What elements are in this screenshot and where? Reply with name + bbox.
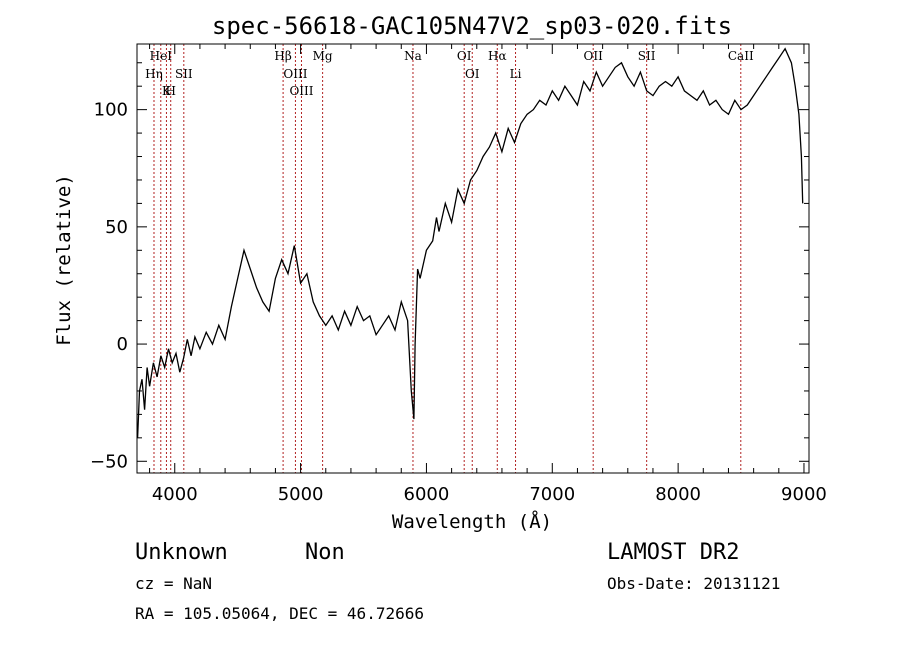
y-tick-label: −50 [90,451,128,472]
reference-line-label: Hα [488,49,507,63]
reference-line-label: K [162,84,172,98]
y-axis-ticks: −50 0 50 100 [90,62,809,472]
survey-name: LAMOST DR2 [607,540,739,565]
y-tick-label: 100 [94,100,128,121]
y-axis-label: Flux (relative) [53,174,75,346]
reference-line-label: OIII [289,84,313,98]
reference-line-label: Hβ [274,49,291,63]
x-axis-ticks: 4000 5000 6000 7000 8000 9000 [149,44,827,505]
reference-line-label: OII [584,49,604,63]
reference-lines [153,44,742,473]
reference-line-label: Li [510,67,522,81]
spectrum-line [136,47,804,438]
reference-line-label: OI [457,49,472,63]
x-tick-label: 8000 [655,484,701,505]
reference-line-label: HeI [150,49,173,63]
x-axis-label: Wavelength (Å) [392,510,552,533]
chart-title: spec-56618-GAC105N47V2_sp03-020.fits [212,12,732,40]
reference-line-label: SII [175,67,193,81]
object-subclass: Non [305,540,345,565]
reference-line-label: CaII [728,49,754,63]
reference-line-label: OI [465,67,480,81]
redshift-readout: cz = NaN [135,574,212,593]
reference-line-label: Na [404,49,422,63]
coordinates: RA = 105.05064, DEC = 46.72666 [135,604,424,623]
y-tick-label: 0 [117,334,128,355]
reference-line-label: H [165,84,175,98]
x-tick-label: 7000 [529,484,575,505]
x-tick-label: 9000 [781,484,827,505]
x-tick-label: 4000 [152,484,198,505]
plot-frame [136,43,810,474]
reference-line-label: SII [638,49,656,63]
obs-date: Obs-Date: 20131121 [607,574,780,593]
object-class: Unknown [135,540,228,565]
reference-line-label: Mg [313,49,333,63]
reference-line-label: OIII [283,67,307,81]
x-tick-label: 5000 [278,484,324,505]
x-tick-label: 6000 [404,484,450,505]
y-tick-label: 50 [105,217,128,238]
reference-line-label: Hη [145,67,163,81]
